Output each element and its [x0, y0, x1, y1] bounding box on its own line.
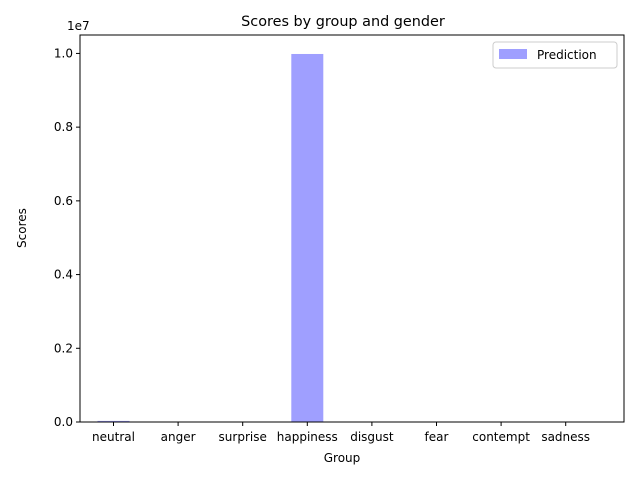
x-tick-label: neutral — [92, 430, 135, 444]
x-tick-label: happiness — [277, 430, 338, 444]
y-tick-label: 0.8 — [54, 120, 73, 134]
plot-area: neutral anger surprise happiness disgust fear… — [54, 46, 590, 444]
x-tick-label: anger — [161, 430, 196, 444]
bar-neutral — [97, 420, 130, 422]
x-tick-label: contempt — [472, 430, 530, 444]
x-tick-label: fear — [425, 430, 449, 444]
x-axis-label: Group — [324, 451, 361, 465]
y-tick-label: 0.6 — [54, 194, 73, 208]
axes-frame — [79, 34, 625, 423]
chart-title: Scores by group and gender — [241, 14, 445, 30]
y-axis-label: Scores — [15, 208, 29, 248]
legend-box — [492, 41, 618, 69]
bar-happiness — [291, 53, 324, 422]
legend-swatch — [499, 49, 527, 59]
y-offset-label: 1e7 — [67, 19, 90, 33]
y-tick-label: 0.4 — [54, 268, 73, 282]
x-tick-label: sadness — [541, 430, 590, 444]
y-tick-label: 0.2 — [54, 341, 73, 355]
y-tick-label: 0.0 — [54, 415, 73, 429]
x-tick-label: surprise — [219, 430, 267, 444]
legend: Prediction — [492, 41, 618, 69]
y-tick-label: 1.0 — [54, 46, 73, 60]
legend-label: Prediction — [537, 48, 597, 62]
x-tick-label: disgust — [350, 430, 394, 444]
